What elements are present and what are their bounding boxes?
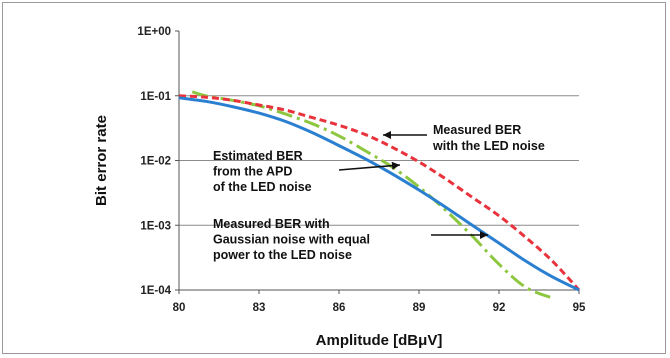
y-axis-title: Bit error rate bbox=[93, 115, 110, 206]
chart-frame: 1E+00 1E-01 1E-02 1E-03 1E-04 80 83 86 89 92 95 Me… bbox=[2, 2, 666, 354]
annotation-label-estimated: Estimated BER bbox=[213, 149, 303, 163]
series-line-measured-led bbox=[178, 94, 581, 292]
annotation-label-measured-gaussian: Measured BER with bbox=[213, 217, 330, 231]
y-tick-label: 1E+00 bbox=[137, 26, 171, 38]
series-line-measured-gaussian bbox=[191, 90, 553, 300]
x-tick-label: 95 bbox=[573, 302, 586, 314]
y-tick-label: 1E-03 bbox=[140, 220, 171, 232]
annotation-label-measured-gaussian: Gaussian noise with equal bbox=[213, 233, 370, 247]
annotation-label-measured-led: Measured BER bbox=[433, 123, 521, 137]
annotation-label-estimated: of the LED noise bbox=[213, 180, 312, 194]
annotation-label-measured-led: with the LED noise bbox=[432, 139, 545, 153]
y-tick-label: 1E-01 bbox=[140, 91, 171, 103]
annotation-arrowhead-measured-led bbox=[383, 131, 391, 139]
annotation-arrow-estimated bbox=[338, 164, 401, 171]
x-tick-label: 86 bbox=[333, 302, 346, 314]
annotation-label-estimated: from the APD bbox=[213, 165, 292, 179]
x-axis-title: Amplitude [dBμV] bbox=[316, 332, 443, 349]
annotation-arrows bbox=[338, 131, 488, 239]
x-tick-label: 83 bbox=[253, 302, 266, 314]
y-tick-label: 1E-02 bbox=[140, 156, 171, 168]
x-tick-label: 89 bbox=[413, 302, 426, 314]
x-tick-label: 92 bbox=[493, 302, 506, 314]
axes bbox=[175, 30, 580, 294]
annotation-arrowhead-measured-gaussian bbox=[480, 231, 488, 239]
annotations: Measured BER with the LED noise Estimated … bbox=[213, 123, 545, 262]
y-tick-label: 1E-04 bbox=[140, 285, 171, 297]
annotation-label-measured-gaussian: power to the LED noise bbox=[213, 248, 352, 262]
annotation-arrowhead-estimated bbox=[391, 161, 400, 170]
x-tick-label: 80 bbox=[173, 302, 186, 314]
